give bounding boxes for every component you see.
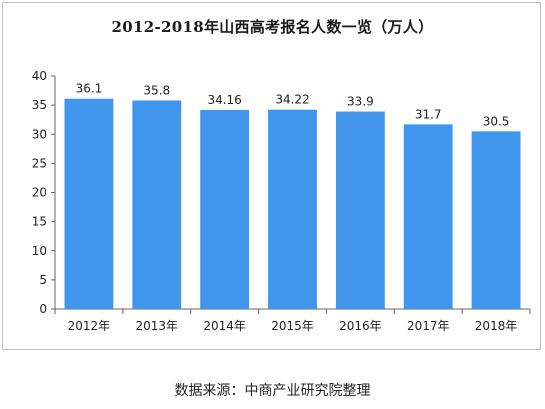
data-label: 34.16 [207, 93, 241, 107]
chart-title: 2012-2018年山西高考报名人数一览（万人） [111, 18, 434, 36]
data-label: 30.5 [483, 114, 510, 128]
data-label: 34.22 [275, 93, 309, 107]
data-source-note: 数据来源：中商产业研究院整理 [174, 383, 371, 399]
y-tick-label: 20 [32, 186, 47, 200]
x-tick-label: 2015年 [271, 319, 314, 333]
data-labels: 36.1 35.8 34.16 34.22 33.9 31.7 30.5 [76, 82, 510, 129]
bar [200, 110, 250, 309]
bar [268, 109, 317, 309]
bar [335, 111, 385, 309]
y-tick-label: 25 [32, 156, 47, 170]
y-tick-label: 40 [32, 69, 47, 83]
y-tick-label: 10 [32, 244, 47, 258]
bars [64, 98, 521, 309]
x-tick-label: 2018年 [475, 319, 518, 333]
bar [64, 98, 114, 309]
y-tick-label: 35 [32, 98, 47, 112]
data-label: 33.9 [347, 95, 374, 109]
data-label: 31.7 [415, 107, 442, 121]
y-tick-label: 15 [32, 215, 47, 229]
data-label: 36.1 [76, 82, 103, 96]
y-tick-label: 30 [32, 127, 47, 141]
bar [403, 124, 453, 309]
bar [132, 100, 182, 309]
x-axis: 2012年 2013年 2014年 2015年 2016年 2017年 2018年 [54, 308, 531, 333]
x-tick-label: 2014年 [203, 319, 246, 333]
bar [471, 131, 521, 309]
x-tick-label: 2013年 [136, 319, 179, 333]
x-tick-label: 2017年 [407, 319, 450, 333]
y-axis: 0 5 10 15 20 25 30 35 40 [32, 69, 56, 316]
y-tick-label: 5 [39, 273, 47, 287]
x-tick-label: 2016年 [339, 319, 382, 333]
y-tick-label: 0 [39, 302, 47, 316]
data-label: 35.8 [143, 83, 170, 97]
x-tick-label: 2012年 [68, 319, 111, 333]
